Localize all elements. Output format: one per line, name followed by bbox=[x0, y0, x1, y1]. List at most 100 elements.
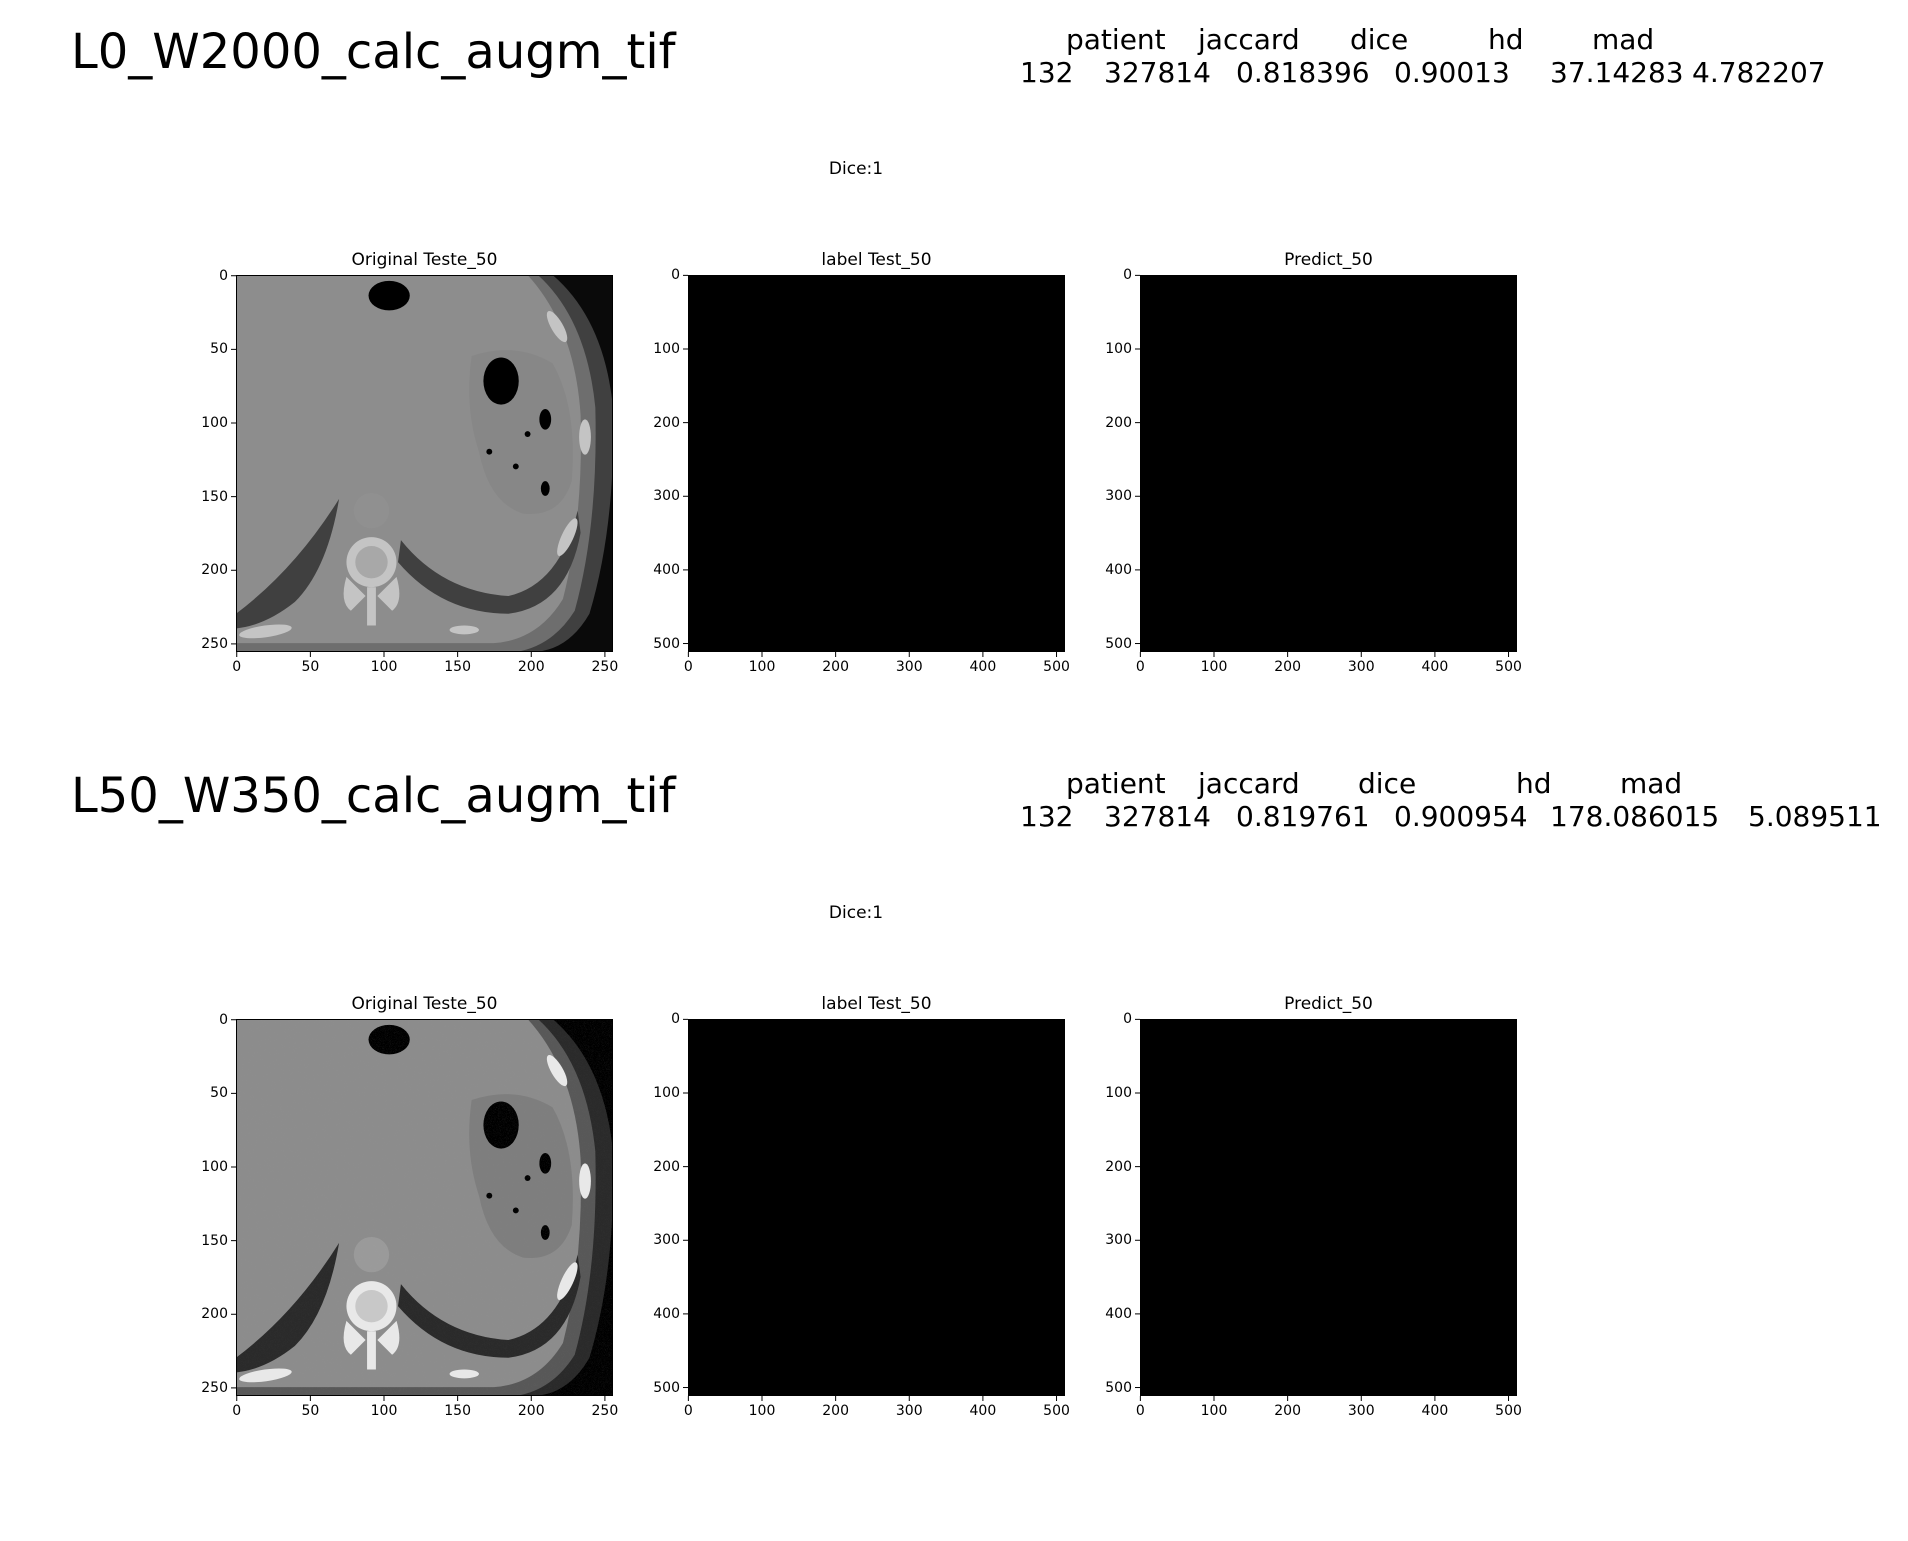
axes-frame bbox=[1135, 274, 1517, 657]
stats-header-row: patient jaccard dice hd mad bbox=[1020, 26, 1654, 222]
x-tick-label: 100 bbox=[1200, 1403, 1228, 1419]
axes-frame bbox=[231, 275, 613, 657]
x-tick-label: 200 bbox=[1274, 1403, 1301, 1419]
panel-original: Original Teste_50 0 50 100 150 200 250 0 50 100 1… bbox=[201, 996, 618, 1419]
y-tick-label: 400 bbox=[1105, 561, 1132, 578]
y-tick-label: 300 bbox=[653, 488, 680, 505]
stats-header-patient: patient bbox=[1066, 23, 1166, 56]
stats-mad-value: 5.089511 bbox=[1748, 800, 1882, 833]
y-tick-label: 400 bbox=[653, 1305, 680, 1322]
section-title: L0_W2000_calc_augm_tif bbox=[71, 24, 676, 80]
result-section-1: L0_W2000_calc_augm_tif patient jaccard d… bbox=[71, 23, 1826, 675]
y-tick-label: 100 bbox=[201, 415, 228, 431]
stats-hd-value: 178.086015 bbox=[1550, 800, 1720, 833]
x-tick-label: 0 bbox=[683, 1403, 693, 1419]
plot-axes: 0 100 200 300 400 500 0 100 200 300 400 500 bbox=[1105, 268, 1522, 674]
stats-patient-value: 327814 bbox=[1104, 800, 1211, 833]
y-tick-label: 200 bbox=[1105, 414, 1132, 431]
y-tick-label: 100 bbox=[201, 1159, 228, 1175]
y-tick-label: 200 bbox=[653, 414, 680, 431]
x-tick-label: 500 bbox=[1043, 1403, 1070, 1419]
x-tick-label: 0 bbox=[232, 1403, 242, 1419]
plot-title: Original Teste_50 bbox=[351, 994, 498, 1014]
plot-title: Original Teste_50 bbox=[351, 250, 498, 270]
ct-image bbox=[236, 1019, 613, 1396]
x-tick-label: 300 bbox=[1347, 659, 1375, 675]
stats-dice-value: 0.900954 bbox=[1394, 800, 1528, 833]
axes-frame bbox=[231, 1019, 613, 1401]
x-tick-label: 150 bbox=[444, 1403, 471, 1419]
plot-axes: 0 100 200 300 400 500 0 100 200 300 400 500 bbox=[653, 1012, 1070, 1418]
x-tick-label: 0 bbox=[1135, 659, 1145, 675]
x-tick-label: 0 bbox=[683, 659, 693, 675]
x-tick-label: 200 bbox=[822, 1403, 849, 1419]
stats-header-dice: dice bbox=[1350, 23, 1409, 56]
x-tick-label: 200 bbox=[517, 1403, 545, 1419]
y-tick-label: 300 bbox=[1105, 488, 1132, 505]
y-tick-label: 0 bbox=[219, 267, 228, 284]
x-tick-label: 100 bbox=[1200, 659, 1228, 675]
plot-axes: 0 50 100 150 200 250 0 50 100 150 200 250 bbox=[201, 269, 618, 674]
x-tick-label: 0 bbox=[232, 659, 242, 675]
stats-mad-value: 4.782207 bbox=[1692, 56, 1826, 89]
y-tick-label: 0 bbox=[219, 1011, 228, 1028]
stats-header-patient: patient bbox=[1066, 767, 1166, 800]
x-tick-label: 50 bbox=[301, 1403, 320, 1419]
x-tick-label: 150 bbox=[444, 659, 471, 675]
result-section-2: L50_W350_calc_augm_tif patient jaccard d… bbox=[71, 767, 1882, 1419]
stats-hd-value: 37.14283 bbox=[1550, 56, 1684, 89]
y-tick-label: 250 bbox=[201, 635, 228, 652]
plot-axes: 0 50 100 150 200 250 0 50 100 150 200 250 bbox=[201, 1013, 618, 1418]
panel-label: label Test_50 0 100 200 300 400 500 0 100 200 300… bbox=[653, 252, 1070, 675]
y-tick-label: 200 bbox=[653, 1158, 680, 1175]
y-tick-label: 50 bbox=[210, 1085, 228, 1102]
y-tick-label: 200 bbox=[201, 562, 228, 579]
ct-slice bbox=[236, 275, 613, 652]
x-tick-label: 200 bbox=[822, 659, 849, 675]
x-tick-label: 400 bbox=[969, 1403, 997, 1419]
prediction-image bbox=[1140, 275, 1517, 652]
axes-frame bbox=[683, 1018, 1065, 1401]
y-tick-label: 400 bbox=[1105, 1305, 1132, 1322]
mask-image bbox=[688, 275, 1065, 652]
x-tick-label: 100 bbox=[370, 659, 398, 675]
y-tick-label: 250 bbox=[201, 1379, 228, 1396]
y-tick-label: 50 bbox=[210, 341, 228, 358]
axes-frame bbox=[683, 274, 1065, 657]
stats-index: 132 bbox=[1020, 56, 1074, 89]
x-tick-label: 250 bbox=[591, 1403, 619, 1419]
y-tick-label: 0 bbox=[671, 1011, 680, 1028]
plot-title: label Test_50 bbox=[821, 994, 932, 1014]
x-tick-label: 200 bbox=[1274, 659, 1301, 675]
x-tick-label: 400 bbox=[1421, 659, 1449, 675]
stats-jaccard-value: 0.819761 bbox=[1236, 800, 1370, 833]
stats-header-mad: mad bbox=[1592, 23, 1655, 56]
stats-header-mad: mad bbox=[1620, 767, 1683, 800]
x-tick-label: 50 bbox=[301, 659, 320, 675]
y-tick-label: 150 bbox=[201, 1232, 228, 1249]
stats-header-jaccard: jaccard bbox=[1198, 767, 1300, 800]
panel-label: label Test_50 0 100 200 300 400 500 0 100 200 300… bbox=[653, 996, 1070, 1419]
y-tick-label: 100 bbox=[1105, 341, 1132, 357]
stats-patient-value: 327814 bbox=[1104, 56, 1211, 89]
x-tick-label: 500 bbox=[1043, 659, 1070, 675]
stats-values-row: 132 327814 0.819761 0.900954 178.086015 … bbox=[1020, 803, 1882, 1027]
ct-image bbox=[236, 275, 613, 652]
x-tick-label: 300 bbox=[895, 659, 923, 675]
x-tick-label: 400 bbox=[1421, 1403, 1449, 1419]
y-tick-label: 150 bbox=[201, 488, 228, 505]
stats-dice-value: 0.90013 bbox=[1394, 56, 1510, 89]
axes-frame bbox=[1135, 1018, 1517, 1401]
y-tick-label: 0 bbox=[1123, 267, 1132, 284]
y-tick-label: 100 bbox=[1105, 1085, 1132, 1101]
plot-axes: 0 100 200 300 400 500 0 100 200 300 400 500 bbox=[653, 268, 1070, 674]
x-tick-label: 100 bbox=[748, 1403, 776, 1419]
y-tick-label: 0 bbox=[1123, 1011, 1132, 1028]
y-tick-label: 100 bbox=[653, 1085, 680, 1101]
x-tick-label: 500 bbox=[1495, 1403, 1522, 1419]
y-tick-label: 200 bbox=[201, 1306, 228, 1323]
x-tick-label: 400 bbox=[969, 659, 997, 675]
plot-title: Predict_50 bbox=[1284, 250, 1373, 270]
plot-title: Predict_50 bbox=[1284, 994, 1373, 1014]
stats-header-dice: dice bbox=[1358, 767, 1417, 800]
